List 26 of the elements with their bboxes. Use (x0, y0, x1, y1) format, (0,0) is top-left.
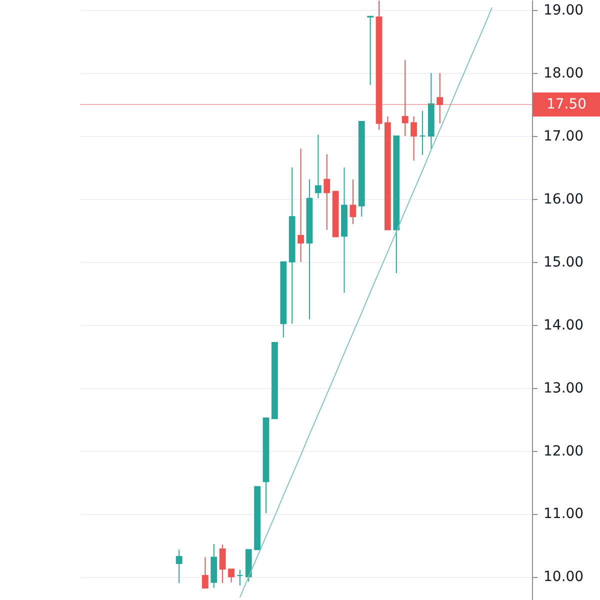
candlestick (202, 556, 208, 589)
candlestick (410, 116, 417, 162)
candlestick (236, 569, 244, 586)
candlestick (314, 134, 322, 199)
y-tick-label: 17.00 (544, 128, 584, 144)
y-tick-label: 14.00 (544, 317, 584, 334)
candlestick (219, 544, 226, 584)
line-series (239, 7, 493, 598)
y-tick-label: 13.00 (544, 380, 584, 396)
y-tick-label: 15.00 (544, 254, 584, 270)
y-tick-label: 12.00 (544, 443, 584, 460)
y-tick-label: 16.00 (544, 191, 584, 208)
y-tick-label: 18.00 (544, 66, 584, 82)
y-tick-label: 10.00 (544, 569, 584, 586)
candlestick (436, 72, 444, 124)
candlestick (367, 16, 374, 86)
y-tick-label: 11.00 (544, 506, 584, 522)
ref-line-label: 17.50 (546, 96, 587, 113)
candlestick (298, 148, 304, 262)
candlestick (228, 568, 234, 583)
candlestick (324, 154, 330, 230)
candlestick (419, 110, 426, 156)
y-tick-label: 19.00 (544, 2, 584, 19)
candlestick (350, 178, 356, 225)
candlestick (176, 549, 182, 584)
candlestick (402, 59, 408, 136)
